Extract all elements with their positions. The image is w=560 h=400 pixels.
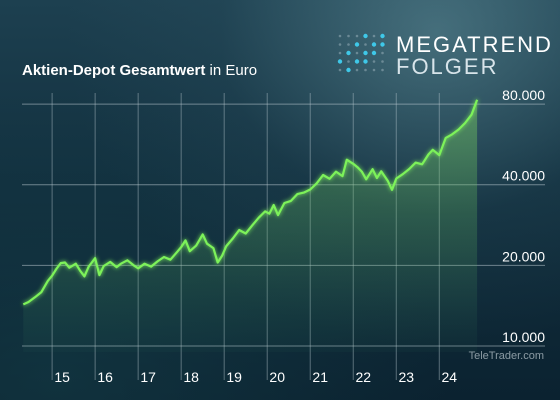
logo-dot xyxy=(355,68,359,72)
logo-dot xyxy=(363,59,368,64)
x-tick-label: 16 xyxy=(97,369,113,385)
y-tick-label: 40.000 xyxy=(502,168,545,184)
x-tick-label: 21 xyxy=(312,369,328,385)
logo-dot xyxy=(371,50,377,56)
x-tick-label: 23 xyxy=(398,369,414,385)
x-tick-label: 22 xyxy=(355,369,371,385)
x-tick-label: 20 xyxy=(269,369,285,385)
logo-dot xyxy=(380,33,385,39)
x-tick-label: 24 xyxy=(441,369,457,385)
logo-dot xyxy=(381,60,384,63)
logo-dot xyxy=(337,59,343,64)
logo-dot xyxy=(372,68,376,72)
logo-dot-matrix-icon xyxy=(337,33,385,73)
logo-dot xyxy=(380,42,385,47)
logo-dot xyxy=(364,68,367,72)
x-tick-label: 15 xyxy=(54,369,70,385)
y-tick-labels: 10.000 20.000 40.000 80.000 xyxy=(502,87,545,345)
logo-text-line1: MEGATREND xyxy=(396,32,553,57)
logo-dot xyxy=(347,60,350,63)
series-area xyxy=(23,99,478,352)
logo-dot xyxy=(346,67,351,73)
logo-dot xyxy=(363,50,368,56)
series-line xyxy=(22,99,479,306)
source-watermark: TeleTrader.com xyxy=(468,350,544,362)
logo-dot xyxy=(381,68,384,72)
logo-dot xyxy=(347,34,350,38)
logo-dot xyxy=(355,34,359,38)
logo-dot xyxy=(372,60,376,63)
x-tick-label: 17 xyxy=(140,369,156,385)
y-tick-label: 10.000 xyxy=(502,329,545,345)
logo-dot xyxy=(346,50,351,56)
x-tick-label: 19 xyxy=(226,369,242,385)
logo-dot xyxy=(372,34,376,38)
logo-dot xyxy=(381,51,384,55)
logo-text-line2: FOLGER xyxy=(396,54,499,79)
logo-dot xyxy=(338,34,342,38)
y-tick-label: 80.000 xyxy=(502,87,545,103)
chart-title-unit: in Euro xyxy=(209,62,258,79)
logo-dot xyxy=(347,43,350,46)
logo-dot xyxy=(338,68,342,72)
logo-dot xyxy=(338,51,342,55)
logo-dot xyxy=(363,33,368,39)
chart-title-bold: Aktien-Depot Gesamtwert xyxy=(22,62,206,79)
logo-dot xyxy=(364,43,367,46)
logo-dot xyxy=(371,42,377,47)
brand-logo: MEGATREND FOLGER xyxy=(336,30,551,79)
y-tick-label: 20.000 xyxy=(502,248,545,264)
logo-dot xyxy=(338,43,342,46)
chart-title: Aktien-Depot Gesamtwert in Euro xyxy=(22,62,257,79)
x-tick-labels: 15 16 17 18 19 20 21 22 23 24 xyxy=(54,369,457,385)
logo-dot xyxy=(354,59,360,64)
x-tick-label: 18 xyxy=(183,369,199,385)
logo-dot xyxy=(355,51,359,55)
logo-dot xyxy=(354,42,360,47)
